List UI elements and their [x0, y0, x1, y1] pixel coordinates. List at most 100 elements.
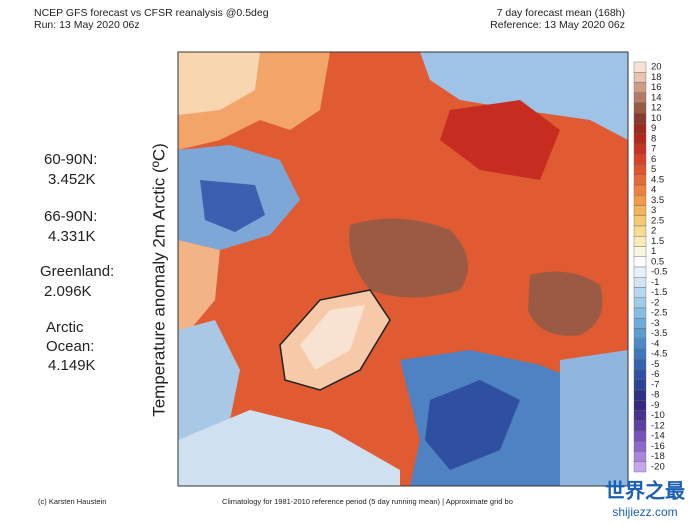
colorbar-box	[633, 72, 647, 83]
colorbar-box	[633, 102, 647, 114]
colorbar-box	[633, 143, 647, 155]
colorbar-box	[633, 297, 647, 309]
colorbar-box	[633, 461, 647, 473]
colorbar-box	[633, 379, 647, 391]
stat-value: 2.096K	[44, 283, 92, 300]
colorbar-label: 16	[651, 82, 662, 93]
colorbar-box	[633, 256, 647, 268]
colorbar-label: -4	[651, 338, 659, 349]
colorbar-label: 4.5	[651, 174, 664, 185]
colorbar-label: 5	[651, 164, 656, 175]
colorbar-box	[633, 266, 647, 278]
colorbar-label: -18	[651, 451, 665, 462]
colorbar-box	[633, 451, 647, 462]
colorbar-label: -14	[651, 431, 665, 442]
colorbar-label: 6	[651, 154, 656, 165]
colorbar-label: 10	[651, 113, 662, 124]
stat-value: 4.331K	[48, 228, 96, 245]
colorbar-box	[633, 389, 647, 401]
colorbar-box	[633, 61, 647, 73]
colorbar-label: 9	[651, 123, 656, 134]
colorbar-label: -3.5	[651, 328, 667, 339]
colorbar-label: -1.5	[651, 287, 667, 298]
map	[177, 51, 629, 487]
colorbar-label: 7	[651, 144, 656, 155]
colorbar-label: 2	[651, 226, 656, 237]
colorbar-box	[633, 307, 647, 319]
colorbar-label: 3.5	[651, 195, 664, 206]
colorbar-label: -0.5	[651, 267, 667, 278]
credit: (c) Karsten Haustein	[38, 497, 106, 506]
colorbar-box	[633, 430, 647, 442]
colorbar-box	[633, 82, 647, 93]
stats: 60-90N: 3.452K 66-90N: 4.331K Greenland: 2.09…	[40, 151, 114, 374]
colorbar-label: -16	[651, 441, 665, 452]
colorbar-box	[633, 287, 647, 298]
colorbar-box	[633, 174, 647, 186]
colorbar-box	[633, 195, 647, 206]
colorbar-label: 1.5	[651, 236, 664, 247]
period: 7 day forecast mean (168h)	[497, 7, 625, 19]
colorbar-box	[633, 246, 647, 257]
colorbar-label: 3	[651, 205, 656, 216]
colorbar-box	[633, 164, 647, 175]
colorbar-label: -7	[651, 379, 659, 390]
colorbar-label: -2	[651, 297, 659, 308]
run: Run: 13 May 2020 06z	[34, 19, 140, 31]
colorbar-label: -10	[651, 410, 665, 421]
colorbar-label: 1	[651, 246, 656, 257]
colorbar-label: -3	[651, 318, 659, 329]
colorbar-box	[633, 236, 647, 247]
stat-name: Arctic Ocean:	[46, 319, 94, 355]
colorbar-box	[633, 123, 647, 134]
colorbar-label: 14	[651, 92, 662, 103]
colorbar-box	[633, 410, 647, 421]
stat-value: 4.149K	[48, 357, 96, 374]
stat-name: Greenland:	[40, 263, 114, 280]
colorbar-label: -1	[651, 277, 659, 288]
stat-name: 60-90N:	[44, 151, 97, 168]
stat-name: 66-90N:	[44, 208, 97, 225]
colorbar-box	[633, 400, 647, 411]
colorbar-box	[633, 184, 647, 196]
colorbar-label: -12	[651, 420, 665, 431]
watermark: 世界之最	[605, 478, 686, 502]
note: Climatology for 1981-2010 reference peri…	[222, 497, 513, 506]
colorbar-label: 8	[651, 133, 656, 144]
colorbar-box	[633, 113, 647, 124]
colorbar-box	[633, 92, 647, 104]
colorbar-label: -2.5	[651, 308, 667, 319]
stat-value: 3.452K	[48, 171, 96, 188]
colorbar-box	[633, 348, 647, 360]
colorbar-box	[633, 205, 647, 216]
colorbar-label: 20	[651, 62, 662, 73]
colorbar-box	[633, 441, 647, 452]
colorbar: 201816141210987654.543.532.521.510.5-0.5…	[633, 61, 667, 473]
colorbar-label: -6	[651, 369, 659, 380]
colorbar-label: -9	[651, 400, 659, 411]
colorbar-box	[633, 359, 647, 370]
colorbar-box	[633, 338, 647, 350]
colorbar-box	[633, 225, 647, 237]
colorbar-label: 18	[651, 72, 662, 83]
colorbar-label: -8	[651, 390, 659, 401]
watermark-url: shijiezz.com	[612, 505, 677, 519]
colorbar-box	[633, 318, 647, 329]
colorbar-label: 12	[651, 103, 662, 114]
colorbar-label: -5	[651, 359, 659, 370]
colorbar-label: -20	[651, 461, 665, 472]
colorbar-label: 2.5	[651, 215, 664, 226]
reference: Reference: 13 May 2020 06z	[490, 19, 625, 31]
colorbar-box	[633, 154, 647, 165]
colorbar-box	[633, 328, 647, 339]
axis-label: Temperature anomaly 2m Arctic (ºC)	[149, 143, 168, 417]
colorbar-box	[633, 369, 647, 380]
colorbar-label: -4.5	[651, 349, 667, 360]
colorbar-box	[633, 277, 647, 288]
colorbar-box	[633, 215, 647, 227]
colorbar-label: 0.5	[651, 256, 664, 267]
title: NCEP GFS forecast vs CFSR reanalysis @0.…	[34, 7, 269, 19]
colorbar-box	[633, 133, 647, 145]
colorbar-label: 4	[651, 185, 656, 196]
